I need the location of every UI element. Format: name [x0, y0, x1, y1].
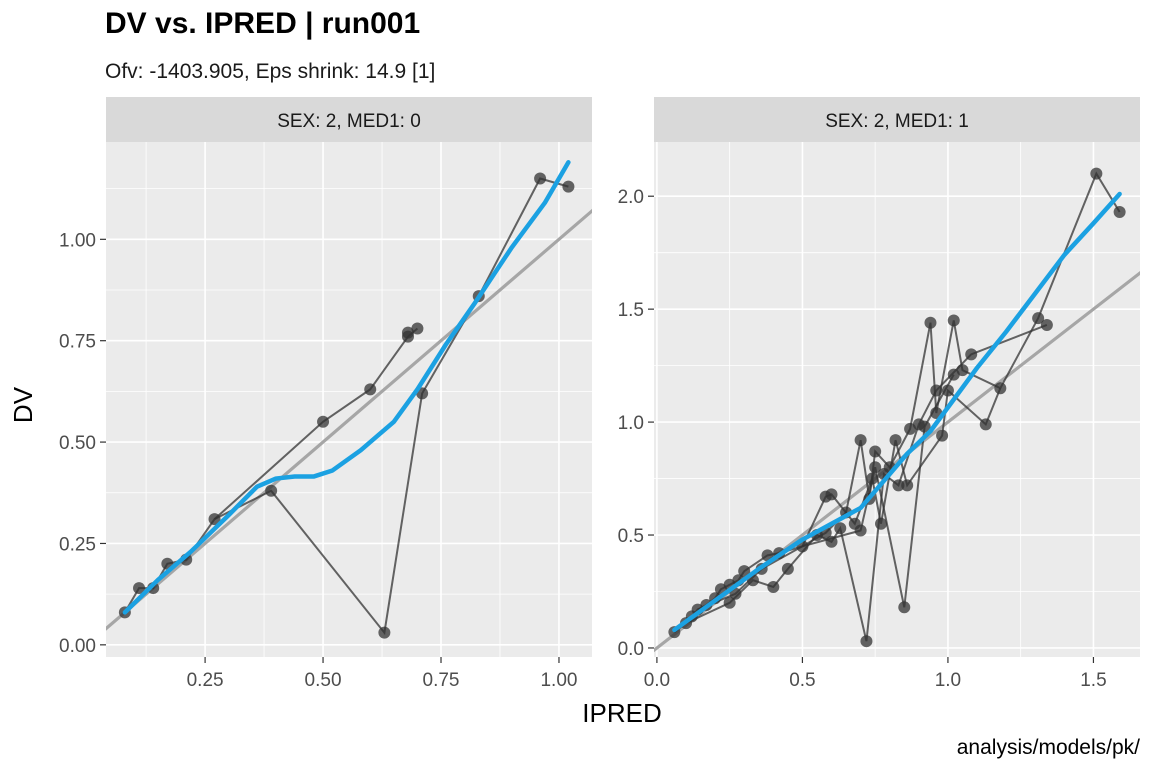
- y-tick-label: 0.0: [618, 639, 644, 660]
- data-point: [317, 415, 330, 428]
- data-point: [364, 383, 377, 396]
- identity-line: [106, 208, 592, 631]
- data-point: [994, 382, 1007, 395]
- chart-title: DV vs. IPRED | run001: [105, 7, 420, 40]
- y-tick-label: 2.0: [618, 187, 644, 208]
- data-point: [936, 429, 949, 442]
- data-point: [866, 472, 879, 485]
- facet-strip-label: SEX: 2, MED1: 0: [277, 111, 421, 132]
- data-point: [947, 314, 960, 327]
- chart-subtitle: Ofv: -1403.905, Eps shrink: 14.9 [1]: [105, 60, 435, 83]
- facet-strip-label: SEX: 2, MED1: 1: [825, 111, 969, 132]
- y-tick-label: 1.0: [618, 413, 644, 434]
- plot-area: [654, 167, 1140, 653]
- data-point: [956, 364, 969, 377]
- data-point: [901, 479, 914, 492]
- facet-strip: [106, 97, 592, 142]
- data-point: [1040, 318, 1053, 331]
- data-point: [930, 384, 943, 397]
- panel-1: SEX: 2, MED1: 0 0.25 0.50 0.75 1.00 0.00 0.25 0…: [59, 97, 592, 691]
- y-tick-label: 0.5: [618, 526, 644, 547]
- chart-caption: analysis/models/pk/: [957, 736, 1140, 759]
- data-point: [208, 513, 221, 526]
- plot-area: [106, 160, 592, 639]
- y-tick-label: 1.00: [59, 230, 96, 251]
- data-point: [738, 565, 751, 578]
- data-point: [941, 384, 954, 397]
- data-point: [860, 635, 873, 648]
- data-point: [898, 601, 911, 614]
- data-point: [723, 596, 736, 609]
- data-point: [979, 418, 992, 431]
- x-tick-label: 1.5: [1080, 670, 1106, 691]
- y-tick-label: 0.25: [59, 534, 96, 555]
- x-tick-label: 0.0: [644, 670, 670, 691]
- data-point: [924, 316, 937, 329]
- panel-2: SEX: 2, MED1: 1 0.0 0.5 1.0 1.5 0.0 0.5 1.0 1.5 2…: [618, 97, 1140, 691]
- y-tick-label: 1.5: [618, 300, 644, 321]
- data-point: [562, 180, 575, 193]
- facet-panels: SEX: 2, MED1: 0 0.25 0.50 0.75 1.00 0.00 0.25 0…: [59, 97, 1140, 691]
- x-tick-label: 1.0: [935, 670, 961, 691]
- data-point: [534, 172, 547, 185]
- data-point: [265, 484, 278, 497]
- y-tick-label: 0.00: [59, 636, 96, 657]
- data-point: [854, 524, 867, 537]
- data-point: [854, 434, 867, 447]
- data-point: [869, 445, 882, 458]
- y-tick-label: 0.75: [59, 332, 96, 353]
- data-point: [401, 326, 414, 339]
- data-point: [378, 626, 391, 639]
- data-point: [767, 580, 780, 593]
- data-point: [918, 420, 931, 433]
- data-point: [874, 517, 887, 530]
- data-point: [869, 461, 882, 474]
- data-point: [965, 348, 978, 361]
- y-axis-title: DV: [8, 386, 38, 423]
- data-point: [825, 488, 838, 501]
- data-point: [834, 522, 847, 535]
- x-tick-label: 0.75: [423, 670, 460, 691]
- individual-path: [802, 374, 955, 608]
- facet-strip: [654, 97, 1140, 142]
- x-tick-label: 1.00: [540, 670, 577, 691]
- data-point: [1113, 206, 1126, 219]
- data-point: [729, 587, 742, 600]
- panel-background: [106, 142, 592, 657]
- x-tick-label: 0.50: [305, 670, 342, 691]
- x-tick-label: 0.25: [187, 670, 224, 691]
- data-point: [892, 479, 905, 492]
- smooth-line: [672, 191, 1122, 633]
- data-point: [781, 562, 794, 575]
- x-axis-title: IPRED: [582, 698, 661, 728]
- data-point: [1090, 167, 1103, 180]
- y-tick-label: 0.50: [59, 433, 96, 454]
- data-point: [1032, 312, 1045, 325]
- x-tick-label: 0.5: [789, 670, 815, 691]
- smooth-line: [122, 160, 571, 615]
- data-point: [133, 582, 146, 595]
- data-point: [889, 434, 902, 447]
- data-point: [411, 322, 424, 335]
- data-point: [825, 535, 838, 548]
